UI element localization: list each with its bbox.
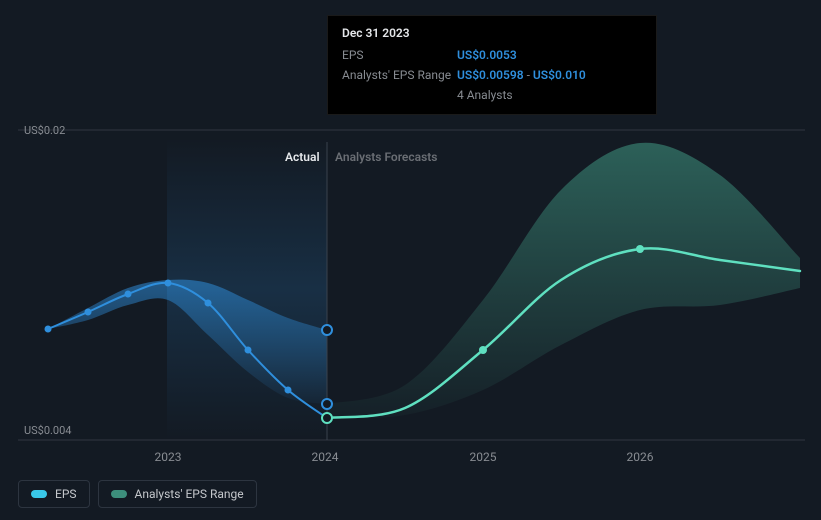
tooltip-range-label: Analysts' EPS Range [342,66,457,84]
legend-item[interactable]: EPS [18,480,90,508]
tooltip-eps-label: EPS [342,46,457,64]
tooltip-date: Dec 31 2023 [342,26,642,40]
tooltip-eps-value: US$0.0053 [457,46,517,64]
legend-label: Analysts' EPS Range [135,487,244,501]
y-axis-label: US$0.02 [24,124,65,137]
tooltip-range-value: US$0.00598 - US$0.010 [457,66,586,84]
x-axis-label: 2026 [627,450,654,464]
x-axis-label: 2024 [312,450,339,464]
chart-tooltip: Dec 31 2023 EPS US$0.0053 Analysts' EPS … [327,15,657,115]
y-axis-label: US$0.004 [24,424,71,437]
legend-item[interactable]: Analysts' EPS Range [98,480,257,508]
region-label-forecast: Analysts Forecasts [335,150,437,164]
eps-chart: US$0.02US$0.004 2023202420252026 Actual … [0,0,821,520]
legend-swatch-icon [31,490,47,498]
x-axis-label: 2025 [470,450,497,464]
region-label-actual: Actual [285,150,320,164]
x-axis-label: 2023 [155,450,182,464]
legend-label: EPS [55,487,77,501]
legend-swatch-icon [111,490,127,498]
range-area-forecast [327,143,800,418]
chart-legend: EPS Analysts' EPS Range [18,480,257,508]
tooltip-analysts: 4 Analysts [457,86,513,104]
